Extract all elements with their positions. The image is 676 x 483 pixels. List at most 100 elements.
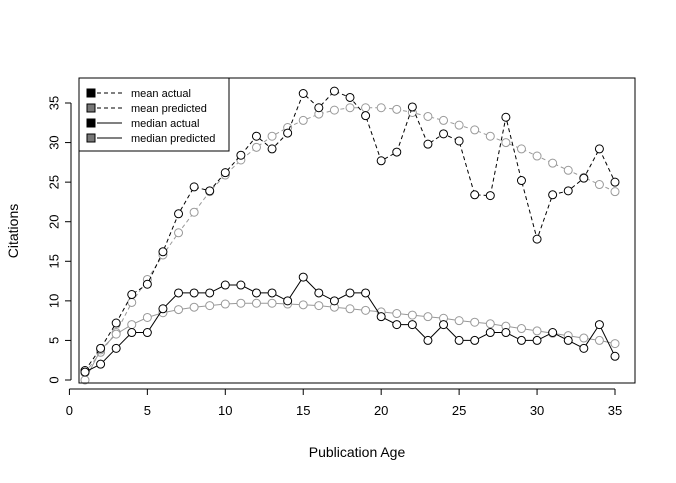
legend-entry-median-predicted: median predicted (86, 133, 215, 145)
data-point-median-predicted (470, 317, 480, 327)
data-point-median-actual (548, 328, 558, 338)
x-tick-label: 25 (452, 403, 466, 418)
data-point-mean-actual (142, 279, 152, 289)
series-mean-actual (80, 86, 620, 376)
data-point-mean-predicted (392, 104, 402, 114)
data-point-mean-actual (579, 173, 589, 183)
data-point-mean-actual (454, 136, 464, 146)
data-point-median-actual (189, 288, 199, 298)
data-point-median-actual (174, 288, 184, 298)
data-point-median-actual (532, 335, 542, 345)
series-median-actual (80, 272, 620, 377)
x-tick-label: 15 (296, 403, 310, 418)
y-tick-label: 5 (46, 337, 61, 344)
data-point-median-predicted (127, 320, 137, 330)
legend-label: mean actual (131, 88, 191, 100)
data-point-median-actual (298, 272, 308, 282)
y-tick-label: 30 (46, 135, 61, 149)
data-point-median-predicted (594, 335, 604, 345)
data-point-mean-predicted (439, 115, 449, 125)
data-point-median-predicted (220, 299, 230, 309)
data-point-mean-actual (439, 129, 449, 139)
data-point-mean-predicted (610, 187, 620, 197)
data-point-mean-predicted (454, 120, 464, 130)
data-point-mean-actual (220, 168, 230, 178)
data-point-mean-predicted (267, 131, 277, 141)
data-point-median-actual (454, 335, 464, 345)
data-point-median-actual (361, 288, 371, 298)
data-point-mean-actual (563, 186, 573, 196)
legend-label: median actual (131, 118, 200, 130)
x-tick-label: 5 (144, 403, 151, 418)
legend-label: mean predicted (131, 103, 207, 115)
data-point-median-predicted (454, 316, 464, 326)
data-point-mean-predicted (485, 131, 495, 141)
data-point-mean-actual (361, 111, 371, 121)
data-point-mean-predicted (361, 103, 371, 113)
data-point-median-actual (392, 320, 402, 330)
y-axis-title: Citations (5, 204, 21, 258)
data-point-median-predicted (423, 312, 433, 322)
data-point-median-predicted (314, 301, 324, 311)
data-point-mean-actual (314, 103, 324, 113)
series-layer (80, 86, 620, 385)
data-point-mean-actual (548, 190, 558, 200)
data-point-mean-actual (345, 92, 355, 102)
data-point-median-actual (485, 328, 495, 338)
data-point-median-predicted (610, 339, 620, 349)
x-tick-label: 35 (608, 403, 622, 418)
legend-swatch (86, 103, 96, 113)
data-point-median-actual (423, 335, 433, 345)
data-point-median-predicted (407, 310, 417, 320)
data-point-mean-actual (532, 234, 542, 244)
data-point-mean-predicted (594, 180, 604, 190)
legend-swatch (86, 118, 96, 128)
data-point-median-actual (283, 296, 293, 306)
data-point-mean-predicted (548, 158, 558, 168)
x-tick-label: 20 (374, 403, 388, 418)
data-point-mean-actual (376, 156, 386, 166)
data-point-mean-predicted (127, 297, 137, 307)
data-point-mean-actual (189, 182, 199, 192)
data-point-median-predicted (532, 326, 542, 336)
data-point-median-actual (314, 288, 324, 298)
y-tick-label: 0 (46, 376, 61, 383)
y-tick-label: 35 (46, 96, 61, 110)
y-tick-label: 10 (46, 294, 61, 308)
x-tick-label: 0 (66, 403, 73, 418)
data-point-mean-predicted (470, 125, 480, 135)
data-point-median-predicted (174, 305, 184, 315)
legend-swatch (86, 88, 96, 98)
data-point-median-actual (236, 280, 246, 290)
data-point-mean-predicted (376, 103, 386, 113)
data-point-median-predicted (111, 329, 121, 339)
data-point-median-actual (205, 288, 215, 298)
data-point-median-actual (501, 328, 511, 338)
data-point-mean-predicted (501, 138, 511, 148)
legend-label: median predicted (131, 133, 215, 145)
data-point-mean-actual (329, 86, 339, 96)
data-point-mean-predicted (189, 207, 199, 217)
data-point-median-actual (345, 288, 355, 298)
data-point-median-actual (470, 335, 480, 345)
data-point-median-actual (158, 304, 168, 314)
legend-swatch (86, 133, 96, 143)
x-axis-title: Publication Age (309, 444, 406, 460)
data-point-median-predicted (392, 309, 402, 319)
data-point-median-actual (111, 343, 121, 353)
data-point-mean-predicted (174, 228, 184, 238)
data-point-mean-actual (298, 89, 308, 99)
data-point-median-predicted (267, 298, 277, 308)
data-point-median-actual (439, 320, 449, 330)
legend-entry-mean-predicted: mean predicted (86, 103, 207, 115)
data-point-median-actual (251, 288, 261, 298)
data-point-mean-predicted (423, 111, 433, 121)
data-point-mean-predicted (329, 105, 339, 115)
data-point-median-predicted (298, 300, 308, 310)
data-point-mean-actual (205, 186, 215, 196)
data-point-median-actual (376, 312, 386, 322)
data-point-mean-predicted (251, 142, 261, 152)
data-point-mean-actual (96, 343, 106, 353)
data-point-mean-actual (392, 147, 402, 157)
data-point-median-predicted (142, 312, 152, 322)
